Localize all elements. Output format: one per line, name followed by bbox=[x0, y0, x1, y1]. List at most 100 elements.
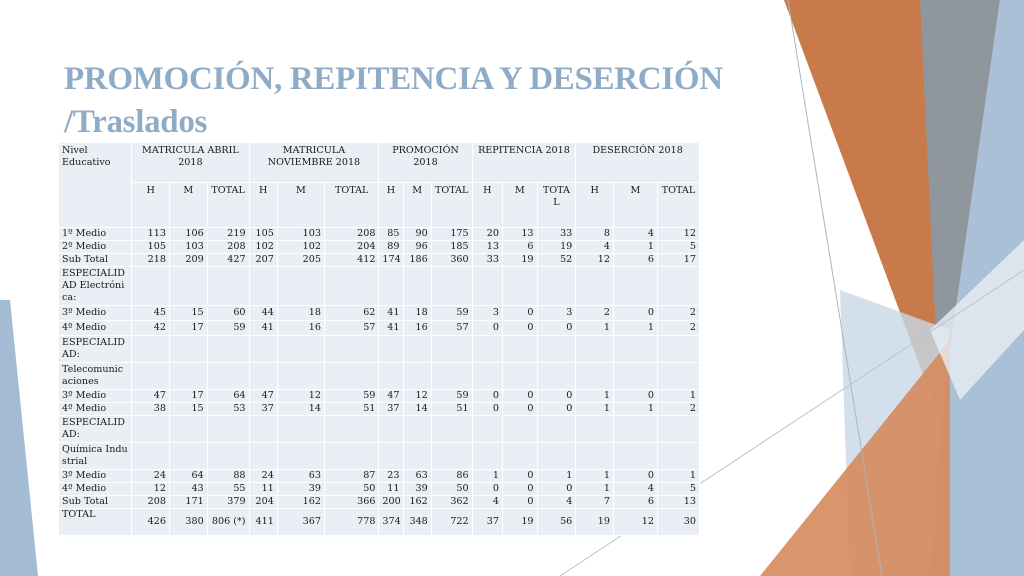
table-cell: 17 bbox=[656, 253, 701, 267]
table-cell: 86 bbox=[430, 469, 473, 483]
table-cell bbox=[378, 442, 404, 470]
table-cell: 1 bbox=[575, 482, 614, 496]
table-cell: 162 bbox=[402, 495, 432, 509]
table-cell: 0 bbox=[536, 402, 577, 416]
table-cell bbox=[536, 362, 577, 390]
table-cell: 379 bbox=[206, 495, 250, 509]
table-cell: 380 bbox=[168, 508, 208, 536]
table-cell: 204 bbox=[248, 495, 278, 509]
table-cell: 12 bbox=[402, 389, 432, 403]
table-cell: 0 bbox=[471, 402, 503, 416]
table-cell bbox=[402, 335, 432, 363]
table-cell: 23 bbox=[378, 469, 404, 483]
statistics-table: Nivel Educativo MATRICULA ABRIL 2018 MAT… bbox=[57, 142, 701, 536]
table-cell: 102 bbox=[248, 240, 278, 254]
table-cell bbox=[206, 362, 250, 390]
table-cell bbox=[323, 335, 380, 363]
table-cell bbox=[471, 335, 503, 363]
table-cell bbox=[248, 362, 278, 390]
table-cell: 11 bbox=[378, 482, 404, 496]
table-cell: 85 bbox=[378, 227, 404, 241]
table-cell: 90 bbox=[402, 227, 432, 241]
row-label: 4º Medio bbox=[57, 320, 133, 336]
table-cell bbox=[248, 442, 278, 470]
table-cell: 366 bbox=[323, 495, 380, 509]
table-cell: 0 bbox=[536, 389, 577, 403]
column-header: M bbox=[168, 182, 208, 228]
table-cell: 57 bbox=[323, 320, 380, 336]
table-cell: 208 bbox=[323, 227, 380, 241]
table-row: Sub Total 208 171 379 204 162 366 200 162 362 4 0 4 7… bbox=[57, 495, 701, 509]
table-cell: 33 bbox=[536, 227, 577, 241]
column-header: H bbox=[378, 182, 404, 228]
table-cell: 0 bbox=[536, 320, 577, 336]
table-cell: 0 bbox=[501, 389, 538, 403]
table-cell: 24 bbox=[248, 469, 278, 483]
table-cell bbox=[430, 415, 473, 443]
table-cell: 59 bbox=[206, 320, 250, 336]
table-cell bbox=[276, 415, 325, 443]
table-cell: 33 bbox=[471, 253, 503, 267]
table-cell: 41 bbox=[248, 320, 278, 336]
table-cell: 5 bbox=[656, 482, 701, 496]
table-cell: 8 bbox=[575, 227, 614, 241]
row-label: 3º Medio bbox=[57, 389, 133, 403]
table-cell: 427 bbox=[206, 253, 250, 267]
table-cell: 12 bbox=[276, 389, 325, 403]
table-cell: 105 bbox=[248, 227, 278, 241]
column-header: M bbox=[501, 182, 538, 228]
table-cell bbox=[402, 266, 432, 306]
table-cell: 24 bbox=[131, 469, 170, 483]
row-label: 4º Medio bbox=[57, 482, 133, 496]
table-cell: 208 bbox=[131, 495, 170, 509]
table-cell: 0 bbox=[501, 482, 538, 496]
table-cell: 47 bbox=[248, 389, 278, 403]
table-cell: 14 bbox=[402, 402, 432, 416]
table-cell: 0 bbox=[612, 305, 658, 321]
table-cell bbox=[575, 415, 614, 443]
table-cell: 17 bbox=[168, 389, 208, 403]
table-cell bbox=[168, 415, 208, 443]
table-cell: 0 bbox=[501, 495, 538, 509]
table-cell: 362 bbox=[430, 495, 473, 509]
table-cell: 64 bbox=[168, 469, 208, 483]
table-cell: 175 bbox=[430, 227, 473, 241]
table-cell bbox=[656, 442, 701, 470]
table-cell: 4 bbox=[575, 240, 614, 254]
table-cell: 0 bbox=[471, 482, 503, 496]
table-cell: 30 bbox=[656, 508, 701, 536]
table-cell: 19 bbox=[536, 240, 577, 254]
table-cell: 47 bbox=[131, 389, 170, 403]
slide-title: PROMOCIÓN, REPITENCIA Y DESERCIÓN /Trasl… bbox=[64, 58, 764, 144]
table-cell: 103 bbox=[276, 227, 325, 241]
group-header-repitencia: REPITENCIA 2018 bbox=[471, 142, 577, 183]
table-cell bbox=[536, 442, 577, 470]
table-cell: 105 bbox=[131, 240, 170, 254]
table-cell bbox=[536, 335, 577, 363]
table-cell: 17 bbox=[168, 320, 208, 336]
right-blue-band bbox=[900, 0, 1024, 576]
table-cell bbox=[656, 415, 701, 443]
table-cell bbox=[276, 362, 325, 390]
table-cell: 4 bbox=[536, 495, 577, 509]
table-cell: 42 bbox=[131, 320, 170, 336]
table-cell bbox=[323, 362, 380, 390]
table-cell: 0 bbox=[471, 320, 503, 336]
table-row: Química Industrial bbox=[57, 442, 701, 470]
row-label: 1º Medio bbox=[57, 227, 133, 241]
table-cell: 13 bbox=[656, 495, 701, 509]
table-cell: 219 bbox=[206, 227, 250, 241]
table-row: 4º Medio 38 15 53 37 14 51 37 14 51 0 0 0 1 1 2 bbox=[57, 402, 701, 416]
table-row: ESPECIALIDAD Electrónica: bbox=[57, 266, 701, 306]
table-cell: 204 bbox=[323, 240, 380, 254]
sub-header-row: H M TOTAL H M TOTAL H M TOTAL H M TOTAL H M TOTAL bbox=[59, 182, 701, 228]
table-cell: 0 bbox=[536, 482, 577, 496]
table-cell: 16 bbox=[276, 320, 325, 336]
table-cell bbox=[501, 266, 538, 306]
table-cell: 19 bbox=[575, 508, 614, 536]
row-label: TOTAL bbox=[57, 508, 133, 536]
table-cell: 106 bbox=[168, 227, 208, 241]
row-label: ESPECIALIDAD: bbox=[57, 415, 133, 443]
title-line-1: PROMOCIÓN, REPITENCIA Y DESERCIÓN bbox=[64, 61, 723, 97]
right-white-facet bbox=[930, 240, 1024, 400]
